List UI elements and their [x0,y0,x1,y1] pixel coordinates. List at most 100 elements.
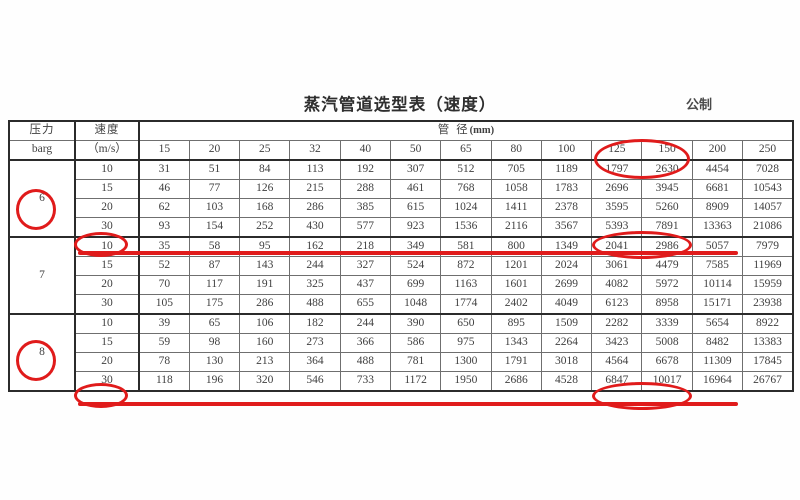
column-header-dn-80: 80 [490,140,542,161]
value-cell: 8922 [742,313,794,334]
value-cell: 168 [239,198,291,218]
value-cell: 1349 [540,236,593,257]
value-cell: 2699 [540,275,593,295]
value-cell: 51 [188,159,241,180]
pressure-cell-7: 7 [8,236,76,315]
value-cell: 461 [389,179,442,199]
value-cell: 1797 [591,159,643,180]
value-cell: 1950 [440,371,492,392]
value-cell: 1509 [540,313,593,334]
value-cell: 65 [188,313,241,334]
value-cell: 4454 [691,159,744,180]
value-cell: 58 [188,236,241,257]
value-cell: 366 [339,333,391,353]
table-row: 30 118 196 320 546 733 1172 1950 2686 4528 6847 100… [9,371,794,392]
header-diameter-unit: (mm) [469,125,495,137]
value-cell: 244 [289,256,341,276]
value-cell: 84 [239,159,291,180]
column-header-dn-200: 200 [691,140,744,161]
value-cell: 430 [289,217,341,238]
value-cell: 5008 [641,333,693,353]
value-cell: 512 [440,159,492,180]
velocity-cell: 30 [74,217,140,238]
value-cell: 196 [188,371,241,392]
value-cell: 975 [440,333,492,353]
velocity-cell: 10 [74,236,140,257]
value-cell: 1601 [490,275,542,295]
value-cell: 1411 [490,198,542,218]
value-cell: 1343 [490,333,542,353]
value-cell: 7585 [691,256,744,276]
value-cell: 8482 [691,333,744,353]
value-cell: 1783 [540,179,593,199]
value-cell: 3061 [591,256,643,276]
value-cell: 103 [188,198,241,218]
value-cell: 4082 [591,275,643,295]
header-velocity-label: 速度 [74,120,140,141]
value-cell: 1048 [389,294,442,315]
value-cell: 385 [339,198,391,218]
velocity-cell: 10 [74,313,140,334]
value-cell: 113 [289,159,341,180]
value-cell: 1172 [389,371,442,392]
value-cell: 2282 [591,313,643,334]
pipe-sizing-table: 压力 速度 管 径(mm) barg （m/s） 15 20 25 32 40 50 65 8… [8,120,794,392]
value-cell: 154 [188,217,241,238]
value-cell: 213 [239,352,291,372]
value-cell: 923 [389,217,442,238]
value-cell: 586 [389,333,442,353]
value-cell: 6847 [591,371,643,392]
pressure-cell-6: 6 [8,159,76,238]
value-cell: 364 [289,352,341,372]
value-cell: 143 [239,256,291,276]
value-cell: 2696 [591,179,643,199]
velocity-cell: 30 [74,294,140,315]
value-cell: 488 [289,294,341,315]
value-cell: 98 [188,333,241,353]
column-header-dn-100: 100 [540,140,593,161]
column-header-dn-15: 15 [138,140,190,161]
velocity-cell: 20 [74,275,140,295]
value-cell: 5057 [691,236,744,257]
header-pressure-label: 压力 [8,120,76,141]
value-cell: 1300 [440,352,492,372]
unit-system-label: 公制 [685,97,712,112]
value-cell: 95 [239,236,291,257]
value-cell: 11969 [742,256,794,276]
value-cell: 524 [389,256,442,276]
column-header-dn-150: 150 [641,140,693,161]
value-cell: 349 [389,236,442,257]
column-header-dn-20: 20 [188,140,241,161]
velocity-cell: 30 [74,371,140,392]
value-cell: 650 [440,313,492,334]
value-cell: 3423 [591,333,643,353]
value-cell: 2116 [490,217,542,238]
value-cell: 581 [440,236,492,257]
value-cell: 5654 [691,313,744,334]
table-row: 20 70 117 191 325 437 699 1163 1601 2699 4082 5972 1… [9,275,794,295]
value-cell: 307 [389,159,442,180]
header-pressure-unit: barg [8,140,76,161]
value-cell: 87 [188,256,241,276]
table-row: 20 78 130 213 364 488 781 1300 1791 3018 4564 6678 1… [9,352,794,372]
value-cell: 252 [239,217,291,238]
value-cell: 11309 [691,352,744,372]
value-cell: 77 [188,179,241,199]
value-cell: 1774 [440,294,492,315]
value-cell: 35 [137,236,190,257]
value-cell: 2630 [641,159,693,180]
header-row-units: barg （m/s） 15 20 25 32 40 50 65 80 100 125 150 200 2… [8,140,794,161]
value-cell: 781 [389,352,442,372]
value-cell: 2024 [540,256,593,276]
value-cell: 6123 [591,294,643,315]
value-cell: 3018 [540,352,593,372]
velocity-cell: 20 [74,352,140,372]
velocity-cell: 10 [74,159,140,180]
value-cell: 2041 [591,236,643,257]
value-cell: 1791 [490,352,542,372]
value-cell: 10114 [691,275,744,295]
value-cell: 2402 [490,294,542,315]
header-diameter-group: 管 径(mm) [138,120,794,141]
value-cell: 59 [137,333,190,353]
table-row: 15 59 98 160 273 366 586 975 1343 2264 3423 5008 848… [9,333,794,353]
